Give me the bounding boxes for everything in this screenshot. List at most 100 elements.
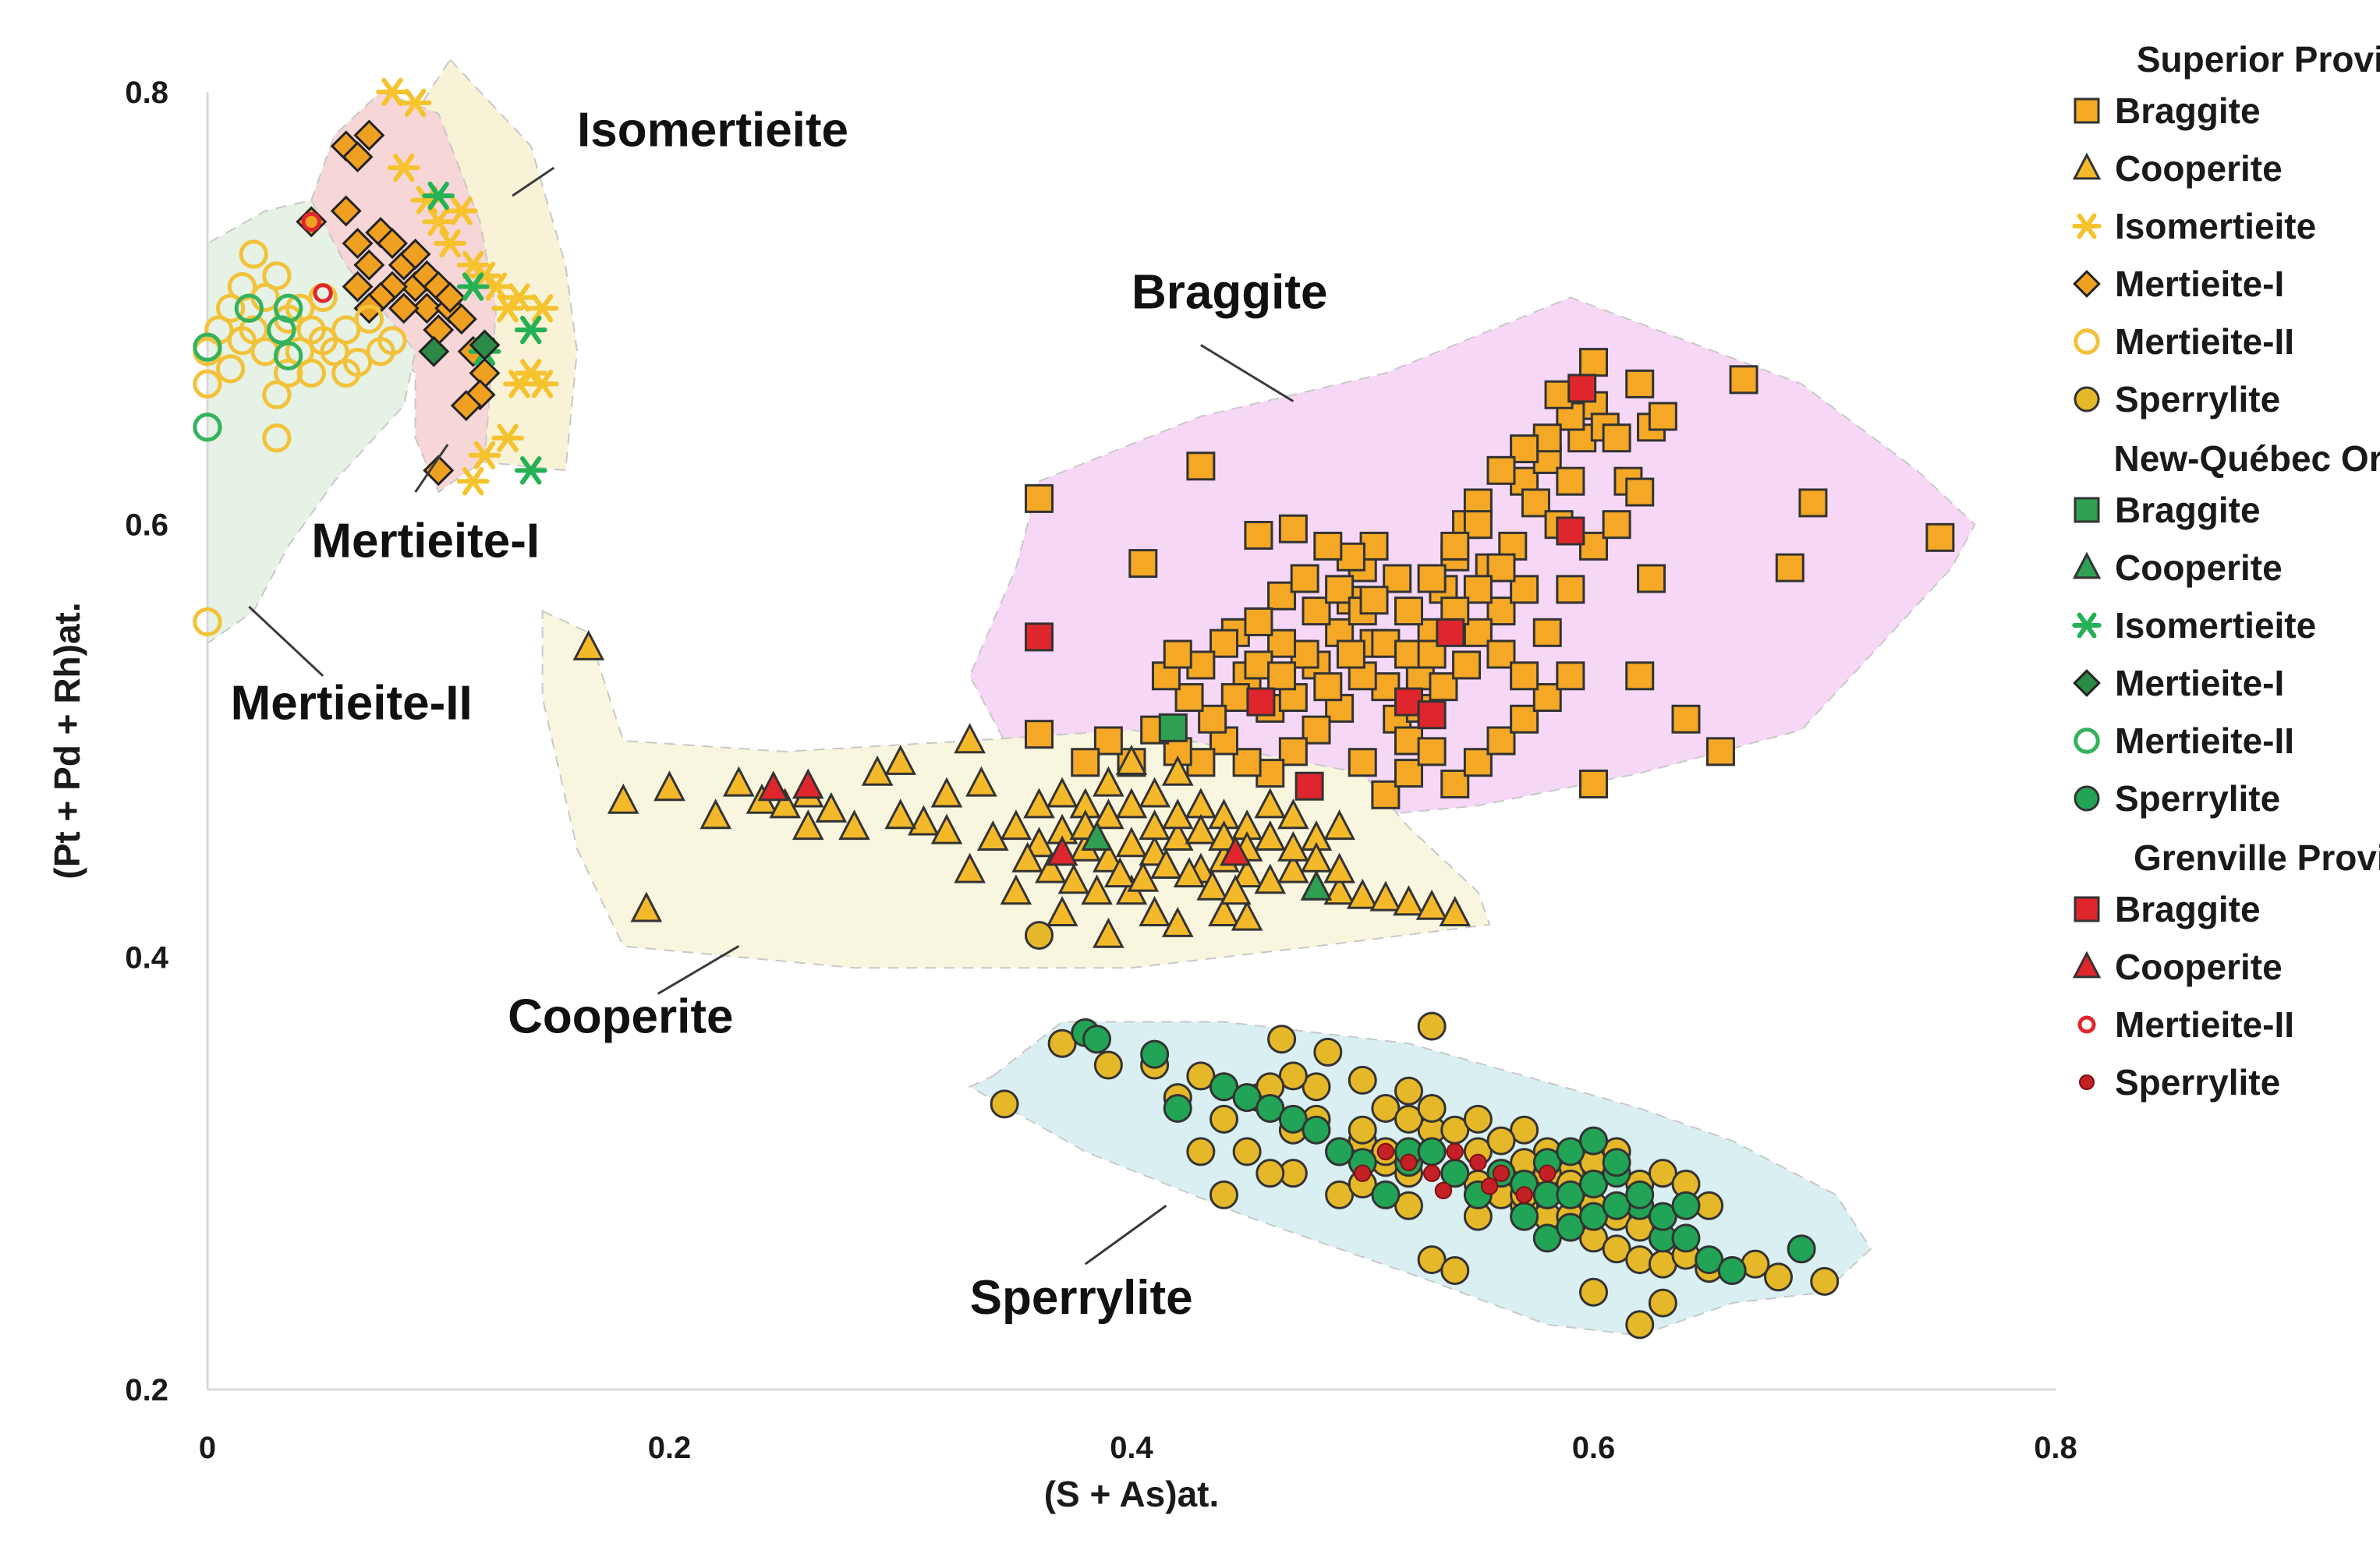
data-point [1579,348,1608,377]
data-point [193,369,222,399]
y-tick-label: 0.4 [125,940,168,975]
data-point [1579,1202,1608,1231]
legend-entry-braggite: Braggite [2115,490,2261,530]
data-point [1196,869,1228,901]
data-point [990,1089,1019,1119]
data-point [954,723,986,754]
data-point [353,249,385,281]
data-point [1446,1142,1464,1161]
data-point [1244,521,1273,550]
data-point [1313,531,1343,561]
data-point [514,315,547,345]
data-point [1046,835,1078,866]
data-point [1434,1181,1453,1200]
legend-entry-mertieite-ii: Mertieite-II [2115,1004,2294,1045]
data-point [1371,1093,1401,1123]
data-point [1173,857,1206,888]
data-point [1025,622,1054,652]
data-point [930,813,963,844]
data-point [342,348,373,377]
data-point [262,261,292,291]
data-point [1671,1191,1701,1220]
data-point [399,239,431,270]
data-point [1486,455,1516,485]
data-point [1394,1076,1423,1106]
legend-marker-mertieite-ii [2074,328,2100,355]
data-point [193,332,222,362]
series-new-qu-bec-orogen-mertieite-i [418,329,501,367]
data-point [1294,771,1324,801]
series-grenville-province-braggite [1025,373,1597,801]
data-point [1325,1137,1355,1166]
data-point [1278,1061,1308,1091]
data-point [1510,1202,1539,1231]
data-point [1185,813,1217,844]
legend: Superior Province Braggite Cooperite Isomer… [2072,39,2380,1103]
leader-line-mertieite-i [414,444,449,493]
data-point [1323,852,1355,883]
field-label-sperrylite: Sperrylite [970,1271,1193,1325]
data-point [503,370,536,398]
x-axis-title: (S + As)at. [1044,1474,1220,1514]
data-point [1313,672,1343,702]
data-point [1267,581,1297,611]
data-point [301,211,322,232]
data-point [1376,1142,1395,1161]
series-new-qu-bec-orogen-cooperite [1081,820,1333,901]
data-point [1417,1245,1447,1275]
data-point [1081,820,1113,851]
data-point [1602,423,1631,453]
data-point [1539,1164,1557,1182]
data-point [1323,874,1355,905]
y-axis-title: (Pt + Pd + Rh)at. [47,602,87,879]
series-grenville-province-mertieite-ii [301,211,333,303]
data-point [1139,809,1171,841]
data-point [377,326,407,356]
data-point [330,195,362,227]
data-point [1208,896,1240,926]
data-point [456,272,490,301]
data-point [1000,809,1032,841]
field-label-isomertieite: Isomertieite [577,103,848,157]
data-point [1093,917,1124,948]
data-point [1648,1202,1677,1231]
series-grenville-province-cooperite [757,768,1252,866]
legend-entry-isomertieite: Isomertieite [2115,605,2316,646]
data-point [434,281,466,313]
data-point [1046,777,1078,808]
data-point [1161,906,1194,937]
data-point [1128,549,1158,579]
data-point [1186,451,1216,481]
data-point [1439,896,1472,926]
data-point [526,294,559,323]
data-point [1480,1177,1499,1195]
data-point [1348,1065,1377,1095]
data-point [1209,1180,1238,1209]
legend-marker-cooperite [2072,551,2102,579]
data-point [514,456,547,485]
data-point [1346,878,1379,909]
data-point [1035,852,1067,883]
data-point [296,358,326,388]
legend-entry-sperrylite: Sperrylite [2115,379,2280,419]
data-point [954,852,986,883]
data-point [353,119,385,151]
data-point [1302,1072,1331,1102]
data-point [1625,369,1655,398]
data-point [1115,744,1148,775]
data-point [1400,1153,1418,1172]
data-point [1071,748,1100,777]
data-point [1323,809,1355,841]
data-point [1025,483,1054,513]
legend-entry-mertieite-i: Mertieite-I [2115,264,2284,304]
legend-entry-sperrylite: Sperrylite [2115,1062,2280,1103]
data-point [468,261,501,290]
data-point [1625,1245,1655,1275]
data-point [193,607,222,637]
data-point [1440,1255,1470,1285]
data-point [1510,1115,1539,1145]
data-point [1556,1180,1585,1209]
data-point [1775,553,1804,582]
data-point [1417,737,1447,766]
data-point [1209,1072,1238,1102]
